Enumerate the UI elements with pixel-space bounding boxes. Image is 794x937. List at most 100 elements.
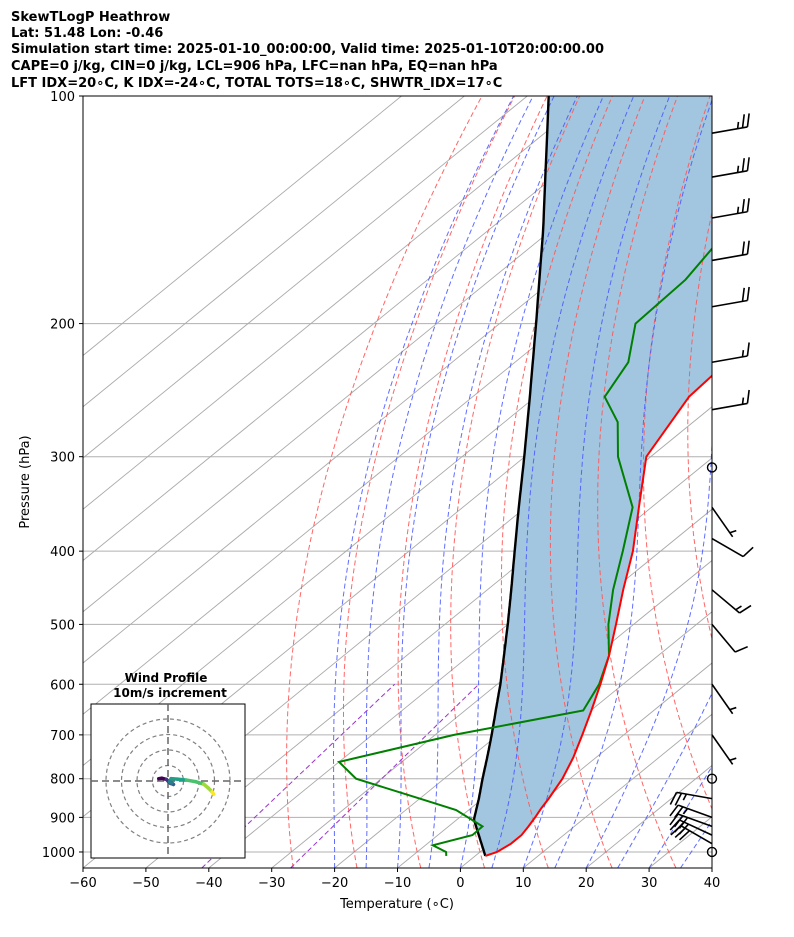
isotherm-line: [83, 96, 591, 510]
x-tick-label: 0: [456, 876, 464, 891]
title-line-1: SkewTLogP Heathrow: [11, 10, 170, 25]
y-tick-label: 700: [50, 729, 75, 744]
barb-half-flag: [682, 808, 689, 815]
wind-barb: [706, 773, 718, 784]
x-axis-label: Temperature (∘C): [339, 897, 454, 912]
barb-shaft: [711, 537, 744, 558]
moist-adiabat-lines: [333, 96, 712, 868]
barb-flag: [741, 158, 746, 172]
y-tick-label: 400: [50, 545, 75, 560]
hodograph-segment: [210, 790, 216, 796]
x-tick-label: −10: [384, 876, 411, 891]
wind-barb: [711, 389, 750, 411]
dry-adiabat-line: [687, 210, 712, 641]
moist-adiabat-line: [585, 436, 712, 868]
wind-barb: [670, 824, 713, 845]
y-axis-ticks: 100 200 300 400 500 600 700 800 900 1000: [42, 90, 83, 861]
wind-barb: [711, 113, 750, 134]
isotherm-line: [523, 713, 712, 868]
dry-adiabat-line: [286, 96, 483, 868]
y-tick-label: 1000: [42, 846, 75, 861]
barb-flag: [746, 342, 750, 357]
barb-half-flag: [729, 757, 737, 762]
x-tick-label: −60: [69, 876, 96, 891]
barb-shaft: [711, 355, 748, 364]
wind-barb: [711, 286, 750, 308]
wind-barb: [669, 791, 713, 806]
barb-half-flag: [735, 605, 742, 611]
wind-barbs: [669, 113, 754, 858]
barb-flag: [741, 114, 746, 128]
barb-half-flag: [682, 793, 688, 801]
isotherm-line: [460, 662, 712, 868]
y-tick-label: 500: [50, 618, 75, 633]
barb-shaft: [711, 126, 748, 134]
barb-shaft: [711, 253, 748, 262]
wind-barb: [669, 804, 713, 819]
barb-half-flag: [741, 397, 745, 405]
y-axis-label: Pressure (hPa): [18, 435, 33, 528]
wind-barb: [711, 683, 737, 715]
x-tick-label: 40: [704, 876, 721, 891]
barb-shaft: [711, 623, 736, 653]
wind-barb: [711, 734, 737, 765]
dry-adiabat-line: [500, 96, 613, 868]
barb-flag: [669, 804, 679, 817]
x-tick-label: −40: [195, 876, 222, 891]
y-tick-label: 200: [50, 318, 75, 333]
barb-half-flag: [736, 206, 740, 214]
barb-shaft: [676, 791, 713, 800]
barb-flag: [746, 157, 750, 171]
barb-flag: [678, 830, 691, 841]
dewpoint-profile-line: [337, 247, 712, 856]
wind-barb: [706, 846, 718, 858]
barb-flag: [734, 645, 748, 653]
chart-title: SkewTLogP Heathrow Lat: 51.48 Lon: -0.46…: [11, 10, 604, 91]
barb-flag: [678, 817, 689, 829]
barb-shaft: [711, 210, 748, 219]
title-line-5: LFT IDX=20∘C, K IDX=-24∘C, TOTAL TOTS=18…: [11, 76, 502, 91]
dry-adiabat-line: [773, 96, 794, 868]
dry-adiabat-line: [397, 96, 548, 868]
barb-flag: [739, 604, 752, 614]
barb-half-flag: [729, 706, 737, 711]
x-tick-label: −30: [258, 876, 285, 891]
wind-barb: [711, 198, 750, 219]
calm-circle: [706, 773, 718, 784]
barb-flag: [746, 389, 750, 404]
moist-adiabat-line: [554, 98, 712, 868]
y-tick-label: 600: [50, 678, 75, 693]
barb-flag: [746, 113, 750, 128]
barb-flag: [674, 815, 684, 828]
hodograph-inset: Wind Profile 10m/s increment: [90, 671, 246, 859]
y-tick-label: 100: [50, 90, 75, 105]
barb-half-flag: [736, 165, 740, 173]
isotherm-line: [271, 508, 712, 868]
barb-flag: [678, 823, 690, 835]
barb-shaft: [680, 824, 713, 845]
x-tick-label: 20: [578, 876, 595, 891]
isotherm-line: [83, 96, 654, 562]
isotherm-line: [83, 96, 465, 408]
hodograph-title-2: 10m/s increment: [113, 686, 227, 700]
dry-adiabat-line: [731, 96, 794, 868]
dry-adiabat-line: [643, 96, 712, 811]
moist-adiabat-line: [365, 96, 534, 868]
barb-shaft: [711, 589, 741, 614]
moist-adiabat-line: [333, 96, 515, 868]
calm-circle: [706, 846, 718, 858]
hodograph-title-1: Wind Profile: [125, 671, 208, 685]
barb-flag: [741, 199, 746, 213]
barb-flag: [742, 546, 754, 558]
moist-adiabat-line: [522, 96, 671, 868]
wind-barb: [711, 240, 750, 262]
x-tick-label: 10: [515, 876, 532, 891]
barb-flag: [669, 792, 678, 805]
dry-adiabat-line: [450, 96, 581, 868]
title-line-3: Simulation start time: 2025-01-10_00:00:…: [11, 42, 604, 57]
barb-flag: [674, 792, 683, 806]
temperature-profile-line: [484, 374, 712, 857]
x-tick-label: 30: [641, 876, 658, 891]
wind-barb: [711, 506, 737, 538]
